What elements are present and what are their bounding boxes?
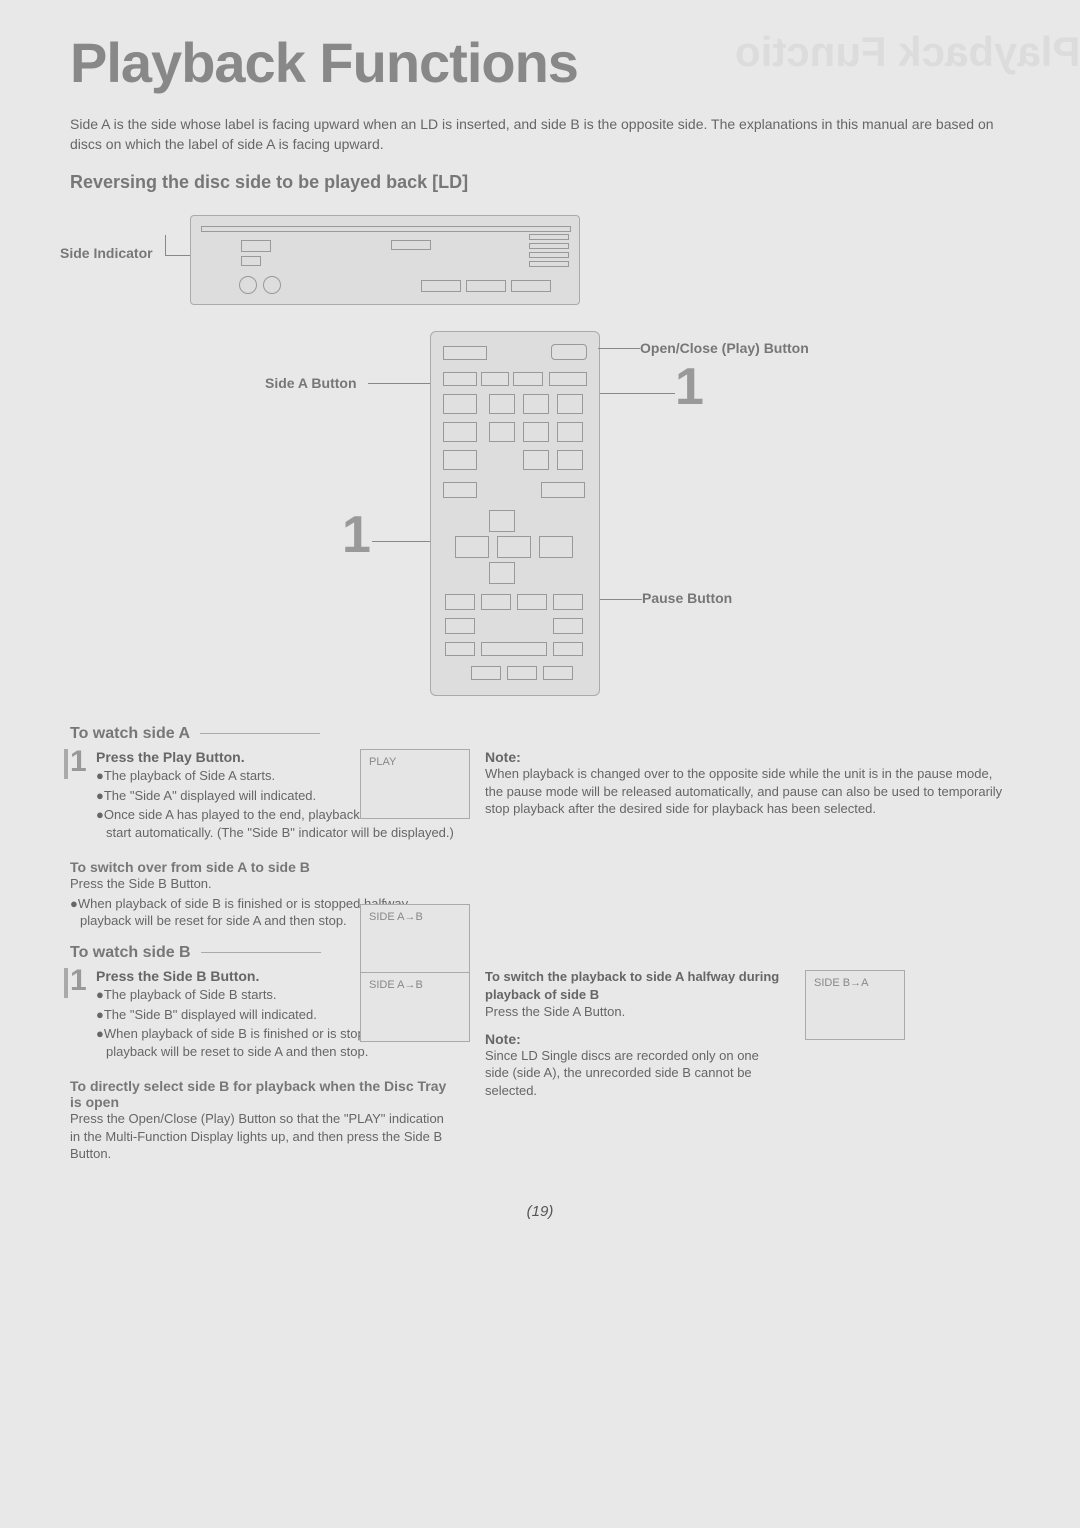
- page-number: (19): [70, 1203, 1010, 1220]
- watch-b-heading: To watch side B: [70, 944, 1010, 962]
- section-reversing-title: Reversing the disc side to be played bac…: [70, 172, 1010, 193]
- label-side-indicator: Side Indicator: [60, 245, 153, 261]
- diagram-area: Side Indicator: [70, 205, 1010, 705]
- display-side-ba: SIDE B→A: [805, 970, 905, 1040]
- remote-callout-1b: 1: [342, 505, 371, 565]
- step-number-1b: 1: [70, 964, 87, 998]
- switch-ab-p1: Press the Side B Button.: [70, 875, 455, 893]
- page-title: Playback Functions: [70, 30, 1010, 95]
- display-play: PLAY: [360, 749, 470, 819]
- display-side-ab-2: SIDE A→B: [360, 972, 470, 1042]
- note2-body: Since LD Single discs are recorded only …: [485, 1047, 785, 1100]
- front-panel: [190, 215, 580, 305]
- remote-callout-1a: 1: [675, 357, 704, 417]
- remote-control: [430, 331, 600, 696]
- switch-ba-p1: Press the Side A Button.: [485, 1003, 785, 1021]
- note1-head: Note:: [485, 749, 1010, 765]
- watch-a-heading: To watch side A: [70, 725, 1010, 743]
- switch-ab-heading: To switch over from side A to side B: [70, 859, 455, 875]
- direct-b-heading: To directly select side B for playback w…: [70, 1078, 455, 1110]
- note1-body: When playback is changed over to the opp…: [485, 765, 1010, 818]
- label-pause-button: Pause Button: [642, 590, 732, 606]
- intro-text: Side A is the side whose label is facing…: [70, 115, 1010, 154]
- switch-ba-heading: To switch the playback to side A halfway…: [485, 968, 785, 1003]
- label-open-close: Open/Close (Play) Button: [640, 340, 809, 356]
- note2-head: Note:: [485, 1031, 785, 1047]
- direct-b-p1: Press the Open/Close (Play) Button so th…: [70, 1110, 455, 1163]
- label-side-a-button: Side A Button: [265, 375, 357, 391]
- step-number-1: 1: [70, 745, 87, 779]
- display-side-ab-1: SIDE A→B: [360, 904, 470, 974]
